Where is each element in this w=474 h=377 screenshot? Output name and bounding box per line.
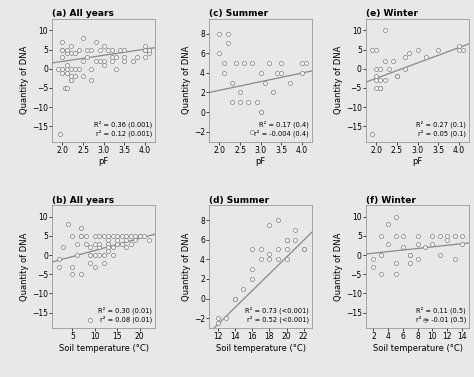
Point (377, 66, 384, 72)
Point (86, 252, 94, 258)
Point (421, 244, 429, 250)
Point (60, 244, 67, 250)
Point (422, 54, 430, 60)
Point (298, 60, 306, 66)
Point (257, 247, 264, 253)
Point (368, 131, 376, 137)
Point (377, 85, 384, 91)
Point (78, 225, 85, 231)
Point (421, 317, 429, 323)
Point (381, 77, 388, 83)
Text: R² = 0.36 (0.001)
r² = 0.12 (0.001): R² = 0.36 (0.001) r² = 0.12 (0.001) (94, 120, 152, 136)
Point (414, 241, 421, 247)
Point (104, 248, 112, 254)
Point (63, 62, 70, 68)
Text: R² = 0.17 (0.4)
r² = -0.004 (0.4): R² = 0.17 (0.4) r² = -0.004 (0.4) (255, 120, 309, 136)
Point (459, 46, 467, 52)
Y-axis label: Quantity of DNA: Quantity of DNA (334, 233, 343, 301)
Point (224, 31, 231, 37)
Point (86, 317, 94, 323)
Point (100, 252, 108, 258)
Point (377, 271, 384, 277)
Point (451, 256, 458, 262)
Point (88, 66, 95, 72)
Point (248, 266, 256, 272)
Point (122, 233, 130, 239)
Point (113, 241, 121, 247)
Point (118, 241, 126, 247)
Point (141, 43, 149, 49)
Point (257, 109, 264, 115)
Point (133, 54, 141, 60)
Point (455, 43, 463, 49)
Point (435, 46, 442, 52)
Point (69, 271, 76, 277)
Point (414, 233, 421, 239)
Point (71, 74, 79, 80)
Point (286, 80, 293, 86)
Point (384, 241, 392, 247)
Point (257, 256, 264, 262)
Point (120, 46, 128, 52)
Point (220, 60, 228, 66)
Point (63, 69, 70, 75)
Point (283, 237, 290, 243)
Point (300, 247, 308, 253)
Point (377, 233, 384, 239)
Point (373, 66, 380, 72)
Point (82, 241, 90, 247)
Point (71, 66, 79, 72)
Point (136, 233, 144, 239)
X-axis label: pF: pF (255, 158, 266, 167)
Point (428, 233, 436, 239)
Point (59, 39, 66, 45)
Point (393, 74, 401, 80)
Point (104, 241, 112, 247)
Point (257, 70, 264, 76)
Point (401, 66, 409, 72)
Point (451, 233, 458, 239)
Point (109, 252, 117, 258)
Point (59, 46, 66, 52)
Point (458, 233, 465, 239)
Point (392, 271, 399, 277)
Point (283, 256, 290, 262)
Point (67, 66, 74, 72)
Point (75, 66, 83, 72)
Point (83, 46, 91, 52)
Point (140, 233, 148, 239)
Text: (f) Winter: (f) Winter (366, 196, 416, 205)
X-axis label: Soil temperature (°C): Soil temperature (°C) (373, 344, 463, 353)
Point (91, 58, 99, 64)
Point (407, 252, 414, 258)
Point (82, 233, 90, 239)
Point (236, 89, 244, 95)
Point (278, 60, 285, 66)
Point (278, 70, 285, 76)
Point (109, 233, 117, 239)
Point (257, 109, 264, 115)
Point (392, 233, 399, 239)
Point (384, 221, 392, 227)
Point (292, 227, 299, 233)
Point (269, 89, 277, 95)
Point (443, 237, 451, 243)
X-axis label: pF: pF (412, 158, 423, 167)
Point (112, 66, 120, 72)
Point (95, 244, 103, 250)
Point (220, 70, 228, 76)
Point (265, 256, 273, 262)
Point (273, 70, 281, 76)
Point (69, 264, 76, 270)
Point (414, 256, 421, 262)
Point (86, 260, 94, 266)
X-axis label: Soil temperature (°C): Soil temperature (°C) (216, 344, 306, 353)
Point (63, 66, 70, 72)
Point (63, 85, 70, 91)
Point (368, 46, 376, 52)
Point (120, 58, 128, 64)
Text: (e) Winter: (e) Winter (366, 9, 418, 18)
Point (407, 260, 414, 266)
Point (377, 252, 384, 258)
Text: (c) Summer: (c) Summer (209, 9, 268, 18)
